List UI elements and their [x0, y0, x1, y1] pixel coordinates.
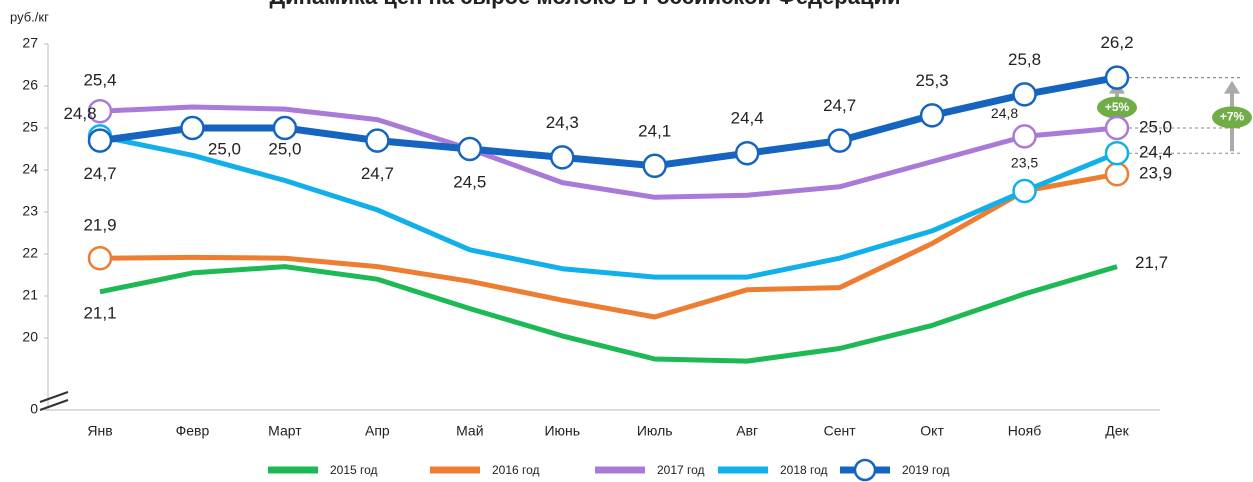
x-tick-label: Сент — [824, 423, 857, 439]
series-line — [99, 104, 1118, 200]
y-tick-label: 27 — [22, 35, 38, 51]
data-label: 21,9 — [83, 216, 116, 235]
data-label: 24,4 — [1139, 143, 1172, 162]
point-marker — [1012, 178, 1037, 204]
series-line — [99, 133, 1118, 280]
point-marker — [1012, 82, 1037, 107]
axis-break — [39, 399, 69, 411]
point-marker — [87, 245, 113, 271]
x-tick-label: Дек — [1105, 423, 1129, 439]
data-label: 23,5 — [1011, 155, 1038, 171]
data-label: 25,0 — [208, 139, 241, 158]
annotation-badge — [1097, 96, 1137, 119]
y-axis-label: руб./кг — [10, 9, 49, 24]
point-marker — [1104, 65, 1130, 90]
y-tick-label: 25 — [22, 119, 38, 135]
data-label: 23,9 — [1139, 164, 1172, 183]
data-label: 24,8 — [991, 105, 1018, 121]
annotation-arrowhead — [1224, 80, 1240, 94]
series-line — [99, 74, 1118, 170]
point-marker — [1104, 115, 1130, 141]
x-tick-label: Апр — [365, 423, 390, 439]
data-label: 25,8 — [1008, 50, 1041, 69]
point-marker — [1104, 161, 1130, 187]
y-tick-label: 22 — [22, 245, 38, 261]
data-label: 25,0 — [268, 139, 301, 158]
data-label: 21,1 — [83, 303, 116, 322]
x-tick-label: Янв — [87, 423, 112, 439]
x-tick-label: Февр — [176, 423, 210, 439]
data-label: 24,1 — [638, 121, 671, 140]
data-label: 25,4 — [83, 71, 116, 90]
y-tick-label: 26 — [22, 77, 38, 93]
data-label: 24,4 — [731, 109, 764, 128]
y-tick-label: 21 — [22, 287, 38, 303]
y-tick-label: 24 — [22, 161, 38, 177]
x-tick-label: Май — [456, 423, 483, 439]
point-marker — [642, 153, 667, 179]
point-marker — [87, 128, 113, 153]
point-marker — [272, 115, 298, 141]
data-label: 24,3 — [546, 113, 579, 132]
legend-label: 2015 год — [330, 463, 378, 477]
annotation-text: +5% — [1105, 100, 1130, 114]
point-marker — [180, 115, 205, 141]
point-marker — [1012, 124, 1037, 149]
legend-label: 2017 год — [657, 463, 705, 477]
data-label: 24,7 — [361, 164, 394, 183]
legend-label: 2018 год — [780, 463, 828, 477]
data-label: 24,8 — [63, 104, 96, 123]
y-tick-label: 0 — [30, 401, 38, 417]
series-line — [99, 264, 1118, 364]
point-marker — [87, 98, 113, 124]
point-marker — [550, 145, 575, 170]
data-label: 25,0 — [1139, 117, 1172, 136]
point-marker — [827, 128, 852, 153]
data-label: 21,7 — [1135, 253, 1168, 272]
point-marker — [919, 103, 945, 128]
legend-label: 2019 год — [902, 463, 950, 477]
legend-label: 2016 год — [492, 463, 540, 477]
data-label: 26,2 — [1100, 33, 1133, 52]
y-tick-label: 23 — [22, 203, 38, 219]
data-label: 24,7 — [83, 164, 116, 183]
legend-marker — [853, 458, 877, 482]
chart-title: Динамика цен на сырое молоко в Российско… — [269, 0, 900, 9]
x-tick-label: Окт — [920, 423, 944, 439]
annotation-badge — [1212, 106, 1252, 129]
annotation-text: +7% — [1220, 110, 1245, 124]
point-marker — [457, 136, 483, 162]
y-tick-label: 20 — [22, 329, 38, 345]
data-label: 24,5 — [453, 172, 486, 191]
series-line — [99, 171, 1118, 320]
x-tick-label: Март — [268, 423, 302, 439]
x-tick-label: Июнь — [544, 423, 580, 439]
x-tick-label: Нояб — [1008, 423, 1042, 439]
data-label: 25,3 — [916, 71, 949, 90]
point-marker — [365, 128, 390, 153]
x-tick-label: Авг — [736, 423, 758, 439]
point-marker — [734, 140, 760, 166]
point-marker — [1104, 140, 1130, 166]
data-label: 24,7 — [823, 96, 856, 115]
axis-break — [39, 391, 69, 403]
x-tick-label: Июль — [637, 423, 673, 439]
